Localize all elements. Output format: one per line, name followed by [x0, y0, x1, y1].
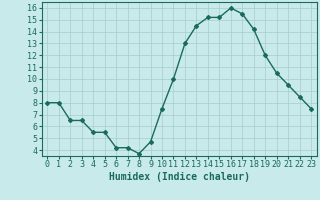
- X-axis label: Humidex (Indice chaleur): Humidex (Indice chaleur): [109, 172, 250, 182]
